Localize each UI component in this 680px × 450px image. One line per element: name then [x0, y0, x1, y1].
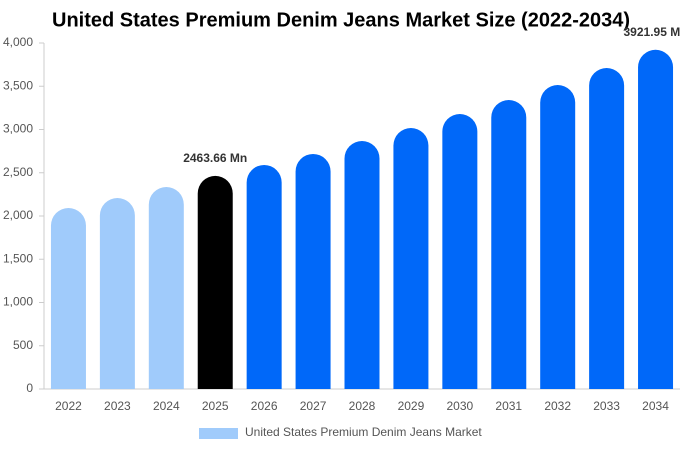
x-tick-label: 2027 [300, 399, 327, 413]
x-tick-label: 2034 [642, 399, 669, 413]
y-tick-label: 0 [26, 381, 33, 395]
x-tick-label: 2030 [446, 399, 473, 413]
bar [246, 164, 282, 389]
bar [638, 49, 674, 389]
bar [295, 153, 331, 389]
y-tick-label: 500 [13, 338, 33, 352]
y-tick-label: 1,500 [3, 251, 33, 265]
bar [491, 100, 527, 389]
x-tick-label: 2022 [55, 399, 82, 413]
x-tick-label: 2033 [593, 399, 620, 413]
data-label: 3921.95 Mn [624, 25, 680, 39]
y-tick-label: 1,000 [3, 295, 33, 309]
bar [393, 128, 429, 390]
bar [540, 85, 576, 389]
data-label: 2463.66 Mn [183, 151, 247, 165]
x-tick-label: 2023 [104, 399, 131, 413]
x-tick-label: 2031 [495, 399, 522, 413]
bar [99, 198, 135, 389]
x-tick-label: 2026 [251, 399, 278, 413]
x-tick-label: 2032 [544, 399, 571, 413]
y-tick-label: 2,000 [3, 208, 33, 222]
y-tick-label: 2,500 [3, 165, 33, 179]
y-tick-label: 3,000 [3, 122, 33, 136]
bar [344, 141, 380, 389]
bar [589, 67, 625, 389]
y-tick-label: 3,500 [3, 78, 33, 92]
x-tick-label: 2024 [153, 399, 180, 413]
chart-title: United States Premium Denim Jeans Market… [52, 9, 630, 31]
x-tick-label: 2029 [398, 399, 425, 413]
bar [442, 114, 478, 390]
bar [148, 187, 184, 389]
legend-label: United States Premium Denim Jeans Market [245, 425, 482, 439]
legend-swatch [199, 428, 238, 439]
y-tick-label: 4,000 [3, 35, 33, 49]
bar [50, 208, 86, 389]
x-tick-label: 2028 [349, 399, 376, 413]
x-tick-label: 2025 [202, 399, 229, 413]
bar [197, 175, 233, 389]
